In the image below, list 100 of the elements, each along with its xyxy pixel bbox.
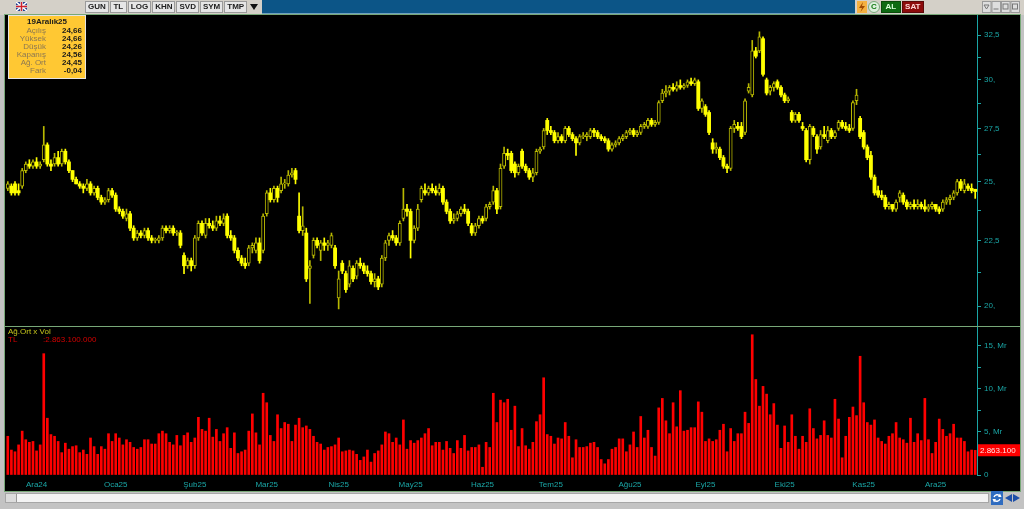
bar xyxy=(963,441,966,475)
bar xyxy=(696,401,700,475)
annotation: Ağ. Ort xyxy=(20,58,46,67)
candlestick xyxy=(31,159,35,169)
candlestick xyxy=(336,270,341,310)
x-tick-label: Eki25 xyxy=(774,480,796,489)
bar xyxy=(348,449,351,475)
annotation: Fark xyxy=(30,66,46,75)
x-tick-label: Şub25 xyxy=(183,480,207,489)
candlestick xyxy=(174,230,179,236)
bar xyxy=(42,353,46,475)
bar xyxy=(283,422,287,475)
y-tick-label: 32,5 xyxy=(984,30,1001,40)
candlestick xyxy=(372,273,377,288)
candlestick xyxy=(624,130,629,140)
x-tick-label: Eyl25 xyxy=(695,480,717,489)
bar xyxy=(434,441,438,475)
bar xyxy=(125,439,128,475)
bar xyxy=(197,417,200,475)
bar xyxy=(542,377,545,475)
candlestick xyxy=(286,170,291,187)
bar xyxy=(240,451,243,475)
bar xyxy=(186,432,189,475)
x-tick-label: Ağu25 xyxy=(618,480,643,489)
bar xyxy=(64,442,67,475)
x-tick-label: Ara24 xyxy=(25,480,48,489)
candlestick xyxy=(620,134,625,142)
candlestick xyxy=(833,130,837,140)
bar xyxy=(506,398,510,475)
x-tick-label: Nis25 xyxy=(328,480,350,489)
bar xyxy=(330,446,333,475)
candlestick xyxy=(437,183,442,196)
text: AL xyxy=(885,2,897,11)
bar xyxy=(143,439,146,475)
bar xyxy=(937,418,941,475)
bar xyxy=(409,440,412,475)
bar xyxy=(412,442,416,475)
bar xyxy=(711,441,714,475)
bar xyxy=(6,435,10,475)
bar xyxy=(355,454,358,475)
bar xyxy=(790,414,794,475)
x-tick-label: Kas25 xyxy=(852,480,876,489)
candlestick xyxy=(419,185,424,203)
bar xyxy=(686,429,689,475)
candlestick xyxy=(825,126,830,144)
bar xyxy=(750,334,754,475)
candlestick xyxy=(300,206,305,236)
x-tick-label: Mar25 xyxy=(255,480,279,489)
bar xyxy=(563,422,567,475)
annotation: Düşük xyxy=(23,42,46,51)
annotation: 24,26 xyxy=(60,42,83,51)
text: SVD xyxy=(179,2,196,11)
bar xyxy=(161,430,164,475)
candlestick xyxy=(491,185,496,205)
bar xyxy=(427,428,430,475)
x-tick-label: Tem25 xyxy=(538,480,564,489)
bar xyxy=(729,428,732,475)
y-tick-label: 15, Mr xyxy=(984,341,1008,351)
y-tick-label: 27,5 xyxy=(984,123,1001,133)
candlestick xyxy=(894,199,899,212)
x-tick-label: Oca25 xyxy=(103,480,129,489)
y-tick-label: 25, xyxy=(984,176,996,186)
bar xyxy=(581,447,585,475)
annotation: 24,66 xyxy=(60,34,83,43)
bar xyxy=(20,430,24,475)
bar xyxy=(304,425,308,475)
annotation: -0,04 xyxy=(63,66,83,75)
bar xyxy=(952,423,955,475)
bar xyxy=(276,414,279,475)
text: SYM xyxy=(202,2,221,11)
bar xyxy=(970,449,973,475)
bar xyxy=(603,463,607,475)
candlestick xyxy=(318,240,323,261)
y-tick-label: 5, Mr xyxy=(984,427,1003,437)
bar xyxy=(71,446,74,475)
bar xyxy=(678,390,682,475)
bar xyxy=(207,417,211,475)
candlestick xyxy=(577,134,582,146)
candlestick xyxy=(451,213,456,224)
bar xyxy=(783,425,786,475)
candlestick xyxy=(757,31,762,53)
text: GUN xyxy=(88,2,106,11)
y-tick-label: 20, xyxy=(984,301,996,311)
bar xyxy=(463,435,466,475)
bar xyxy=(251,413,254,475)
bar xyxy=(286,423,290,475)
annotation: TL xyxy=(8,335,18,344)
annotation: 24,66 xyxy=(60,26,83,35)
candlestick xyxy=(84,179,89,191)
bar xyxy=(722,423,725,475)
bar xyxy=(491,392,495,475)
bar xyxy=(394,437,398,475)
text: TMP xyxy=(227,2,245,11)
bar xyxy=(28,441,31,475)
bar xyxy=(135,448,139,475)
bar xyxy=(233,432,236,475)
bar xyxy=(53,435,56,475)
bar xyxy=(660,398,664,475)
candlestick xyxy=(897,190,902,203)
candlestick xyxy=(948,194,952,205)
